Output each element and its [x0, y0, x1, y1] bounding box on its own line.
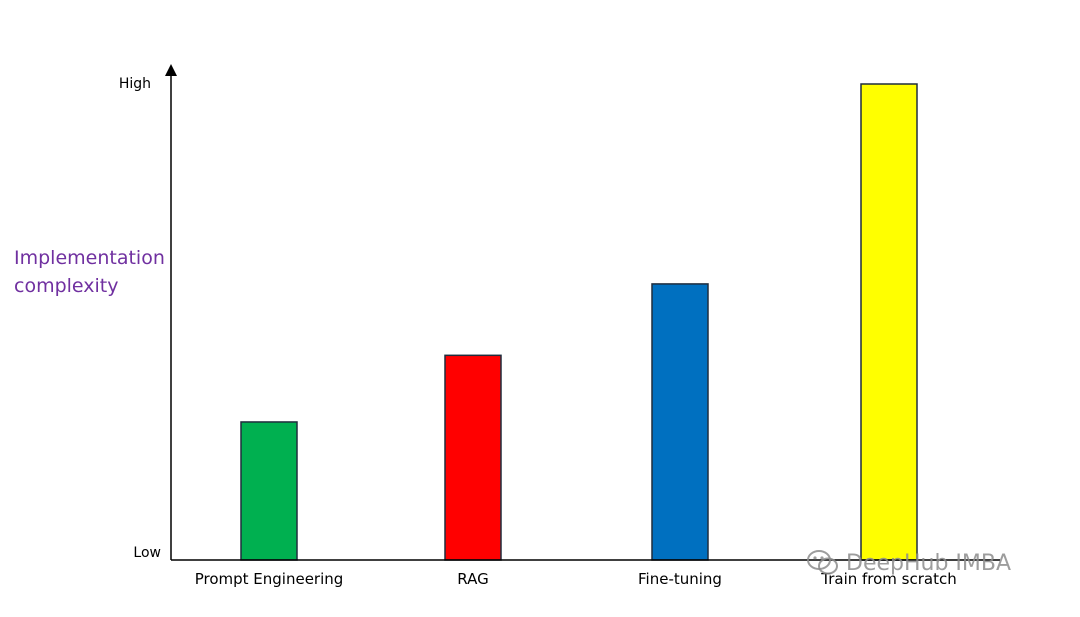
y-axis-arrowhead — [165, 64, 177, 76]
x-tick-label-train-from-scratch: Train from scratch — [820, 570, 957, 588]
x-tick-label-rag: RAG — [457, 570, 488, 588]
x-tick-labels-group: Prompt Engineering RAG Fine-tuning Train fr… — [195, 570, 957, 588]
y-tick-label-low: Low — [133, 545, 161, 561]
x-tick-label-prompt-engineering: Prompt Engineering — [195, 570, 344, 588]
y-axis-label: Implementation complexity — [14, 244, 184, 300]
bar-prompt-engineering — [240, 421, 298, 561]
bar-train-from-scratch — [860, 83, 918, 561]
y-axis-label-line-2: complexity — [14, 275, 119, 297]
x-tick-label-fine-tuning: Fine-tuning — [638, 570, 722, 588]
y-tick-label-high: High — [119, 76, 151, 92]
y-axis-label-line-1: Implementation — [14, 247, 165, 269]
bar-rag — [444, 354, 502, 561]
bars-group — [240, 83, 918, 561]
bar-fine-tuning — [651, 283, 709, 561]
